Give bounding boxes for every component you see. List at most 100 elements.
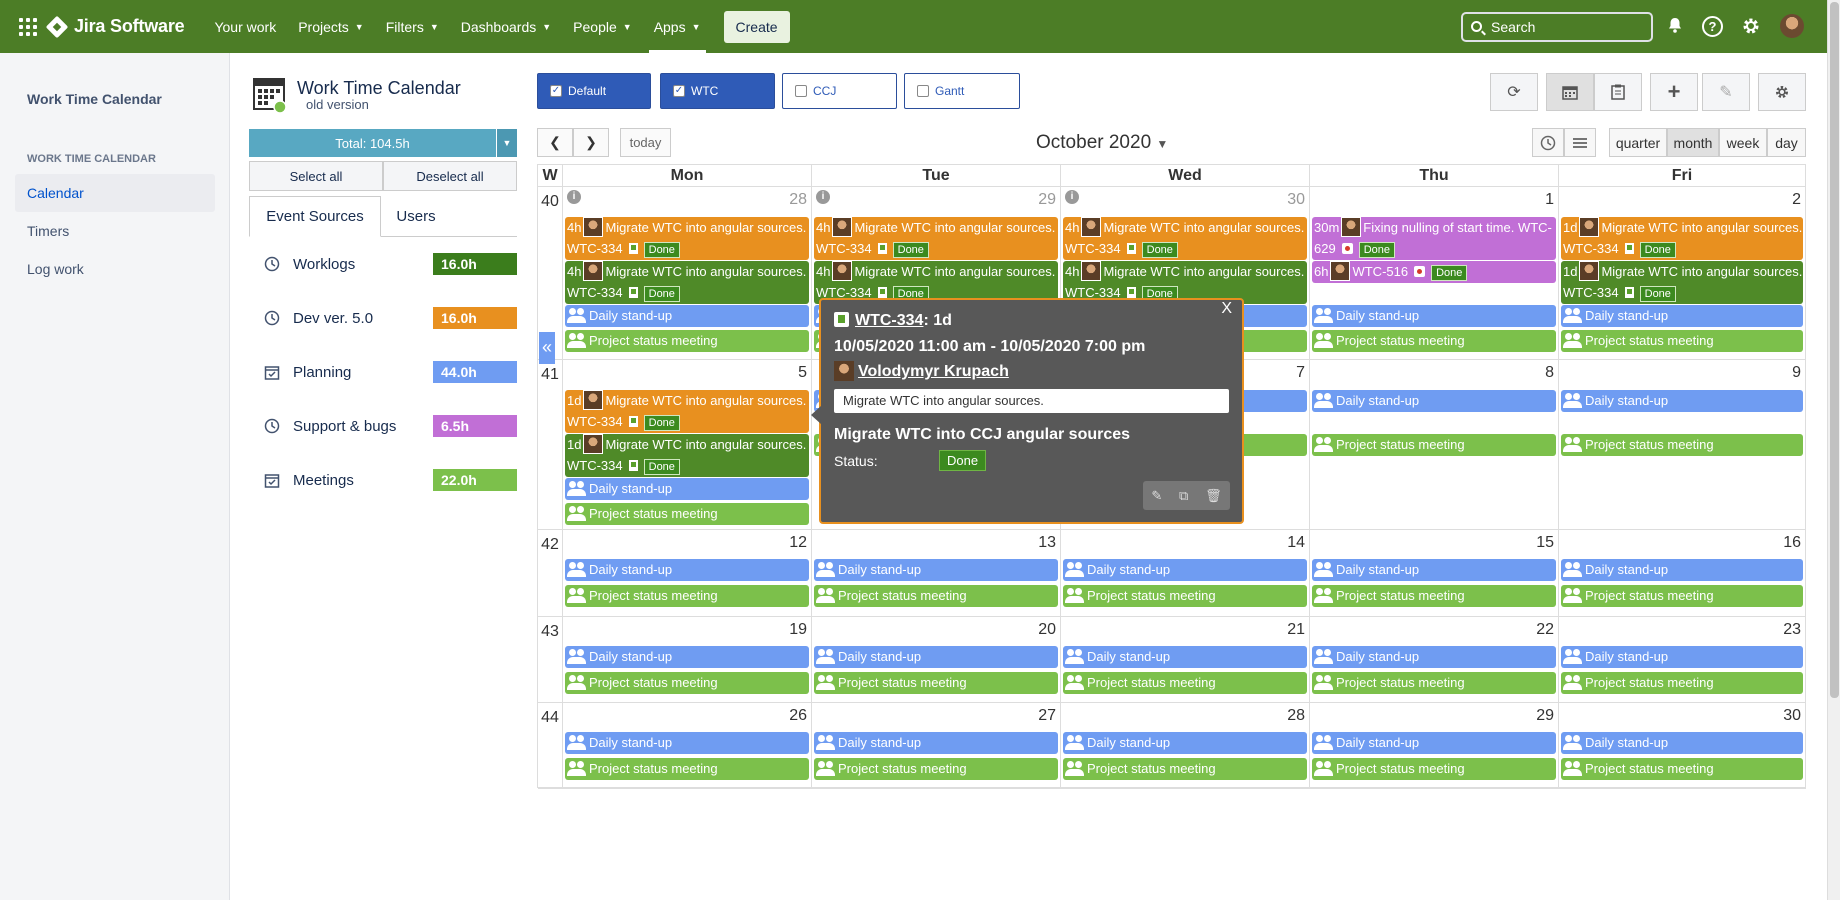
day-cell[interactable]: 30 Daily stand-up Project status meeting xyxy=(1559,703,1806,789)
trash-icon[interactable]: 🗑 xyxy=(1205,487,1222,503)
edit-button[interactable]: ✎ xyxy=(1702,73,1750,111)
total-hours-button[interactable]: Total: 104.5h xyxy=(249,129,496,157)
sidebar-item-log-work[interactable]: Log work xyxy=(27,261,84,277)
calendar-event[interactable]: Project status meeting xyxy=(1312,585,1556,607)
calendar-event[interactable]: Daily stand-up xyxy=(565,646,809,668)
create-button[interactable]: Create xyxy=(723,10,790,43)
calendar-event[interactable]: Daily stand-up xyxy=(1063,646,1307,668)
day-cell[interactable]: 2 1d Migrate WTC into angular sources. WTC… xyxy=(1559,187,1806,360)
event-source-row[interactable]: Meetings 22.0h xyxy=(264,468,517,492)
calendar-event[interactable]: 6h WTC-516 Done xyxy=(1312,261,1556,283)
nav-dashboards[interactable]: Dashboards ▼ xyxy=(450,0,562,53)
nav-your-work[interactable]: Your work xyxy=(203,0,287,53)
nav-apps[interactable]: Apps ▼ xyxy=(643,0,712,53)
user-avatar[interactable] xyxy=(1780,14,1804,38)
nav-people[interactable]: People ▼ xyxy=(562,0,643,53)
day-cell[interactable]: 8 Daily stand-up Project status meeting xyxy=(1310,360,1559,530)
calendar-event[interactable]: 30m Fixing nulling of start time. WTC-629… xyxy=(1312,217,1556,260)
popup-issue-link[interactable]: WTC-334 xyxy=(855,312,924,329)
filter-checkbox[interactable]: ✓ xyxy=(795,85,807,97)
calendar-event[interactable]: 4h Migrate WTC into angular sources. WTC-… xyxy=(565,261,809,304)
copy-icon[interactable]: ⧉ xyxy=(1179,487,1189,503)
day-cell[interactable]: 14 Daily stand-up Project status meeting xyxy=(1061,530,1310,617)
day-cell[interactable]: 29 Daily stand-up Project status meeting xyxy=(1310,703,1559,789)
calendar-event[interactable]: Project status meeting xyxy=(1063,672,1307,694)
day-cell[interactable]: 20 Daily stand-up Project status meeting xyxy=(812,617,1061,703)
day-cell[interactable]: 27 Daily stand-up Project status meeting xyxy=(812,703,1061,789)
help-icon[interactable]: ? xyxy=(1702,16,1723,37)
panel-subtitle[interactable]: old version xyxy=(306,97,369,112)
calendar-event[interactable]: Daily stand-up xyxy=(1312,390,1556,412)
calendar-event[interactable]: Project status meeting xyxy=(1561,330,1803,352)
calendar-event[interactable]: Daily stand-up xyxy=(1561,732,1803,754)
calendar-event[interactable]: Project status meeting xyxy=(565,585,809,607)
calendar-event[interactable]: Daily stand-up xyxy=(1561,646,1803,668)
day-cell[interactable]: 5 1d Migrate WTC into angular sources. WTC… xyxy=(563,360,812,530)
day-cell[interactable]: 12 Daily stand-up Project status meeting xyxy=(563,530,812,617)
sidebar-item-timers[interactable]: Timers xyxy=(27,223,70,239)
filter-checkbox[interactable]: ✓ xyxy=(550,85,562,97)
info-icon[interactable]: i xyxy=(567,190,581,204)
filter-ccj[interactable]: ✓ CCJ xyxy=(782,73,897,109)
list-view-button[interactable] xyxy=(1564,128,1596,157)
day-cell[interactable]: 9 Daily stand-up Project status meeting xyxy=(1559,360,1806,530)
notifications-bell-icon[interactable] xyxy=(1664,16,1686,38)
tab-users[interactable]: Users xyxy=(396,208,436,225)
select-all-button[interactable]: Select all xyxy=(249,161,383,191)
sidebar-item-calendar[interactable]: Calendar xyxy=(15,174,215,212)
total-dropdown-icon[interactable]: ▼ xyxy=(497,129,517,157)
filter-checkbox[interactable]: ✓ xyxy=(673,85,685,97)
page-scrollbar[interactable] xyxy=(1827,0,1840,900)
calendar-event[interactable]: Daily stand-up xyxy=(565,478,809,500)
calendar-event[interactable]: Daily stand-up xyxy=(565,732,809,754)
settings-button[interactable] xyxy=(1758,73,1806,111)
calendar-view-button[interactable] xyxy=(1546,73,1594,111)
view-month-button[interactable]: month xyxy=(1667,128,1719,157)
calendar-event[interactable]: 1d Migrate WTC into angular sources. WTC-… xyxy=(1561,261,1803,304)
add-event-button[interactable]: + xyxy=(1650,73,1698,111)
tab-event-sources[interactable]: Event Sources xyxy=(249,196,381,237)
event-source-row[interactable]: Worklogs 16.0h xyxy=(264,252,517,276)
deselect-all-button[interactable]: Deselect all xyxy=(383,161,517,191)
calendar-event[interactable]: Project status meeting xyxy=(1312,758,1556,780)
timeline-clock-button[interactable] xyxy=(1532,128,1564,157)
nav-filters[interactable]: Filters ▼ xyxy=(375,0,450,53)
event-source-row[interactable]: Dev ver. 5.0 16.0h xyxy=(264,306,517,330)
day-cell[interactable]: 15 Daily stand-up Project status meeting xyxy=(1310,530,1559,617)
calendar-event[interactable]: Daily stand-up xyxy=(1063,559,1307,581)
day-cell[interactable]: 13 Daily stand-up Project status meeting xyxy=(812,530,1061,617)
settings-gear-icon[interactable] xyxy=(1740,16,1762,38)
filter-wtc[interactable]: ✓ WTC xyxy=(660,73,775,109)
calendar-event[interactable]: Project status meeting xyxy=(1561,758,1803,780)
info-icon[interactable]: i xyxy=(1065,190,1079,204)
day-cell[interactable]: 21 Daily stand-up Project status meeting xyxy=(1061,617,1310,703)
event-source-row[interactable]: Support & bugs 6.5h xyxy=(264,414,517,438)
day-cell[interactable]: 1 30m Fixing nulling of start time. WTC-62… xyxy=(1310,187,1559,360)
today-button[interactable]: today xyxy=(620,128,671,157)
calendar-event[interactable]: Daily stand-up xyxy=(814,732,1058,754)
calendar-event[interactable]: Project status meeting xyxy=(1063,758,1307,780)
calendar-event[interactable]: Project status meeting xyxy=(1312,434,1556,456)
calendar-event[interactable]: Project status meeting xyxy=(1561,585,1803,607)
calendar-event[interactable]: Daily stand-up xyxy=(1312,646,1556,668)
refresh-button[interactable]: ⟳ xyxy=(1490,73,1538,111)
jira-logo[interactable]: Jira Software xyxy=(45,15,185,38)
calendar-event[interactable]: Project status meeting xyxy=(1312,330,1556,352)
view-day-button[interactable]: day xyxy=(1767,128,1806,157)
scrollbar-thumb[interactable] xyxy=(1830,2,1839,698)
day-cell[interactable]: 28 i 4h Migrate WTC into angular sources. W… xyxy=(563,187,812,360)
day-cell[interactable]: 23 Daily stand-up Project status meeting xyxy=(1559,617,1806,703)
calendar-event[interactable]: Daily stand-up xyxy=(565,559,809,581)
filter-checkbox[interactable]: ✓ xyxy=(917,85,929,97)
calendar-event[interactable]: 4h Migrate WTC into angular sources. WTC-… xyxy=(1063,217,1307,260)
calendar-event[interactable]: Daily stand-up xyxy=(1312,305,1556,327)
filter-default[interactable]: ✓ Default xyxy=(537,73,651,109)
view-week-button[interactable]: week xyxy=(1719,128,1767,157)
calendar-event[interactable]: Daily stand-up xyxy=(814,559,1058,581)
day-cell[interactable]: 19 Daily stand-up Project status meeting xyxy=(563,617,812,703)
calendar-event[interactable]: Project status meeting xyxy=(814,585,1058,607)
day-cell[interactable]: 22 Daily stand-up Project status meeting xyxy=(1310,617,1559,703)
calendar-event[interactable]: Project status meeting xyxy=(565,503,809,525)
event-source-row[interactable]: Planning 44.0h xyxy=(264,360,517,384)
edit-icon[interactable]: ✎ xyxy=(1151,487,1163,503)
